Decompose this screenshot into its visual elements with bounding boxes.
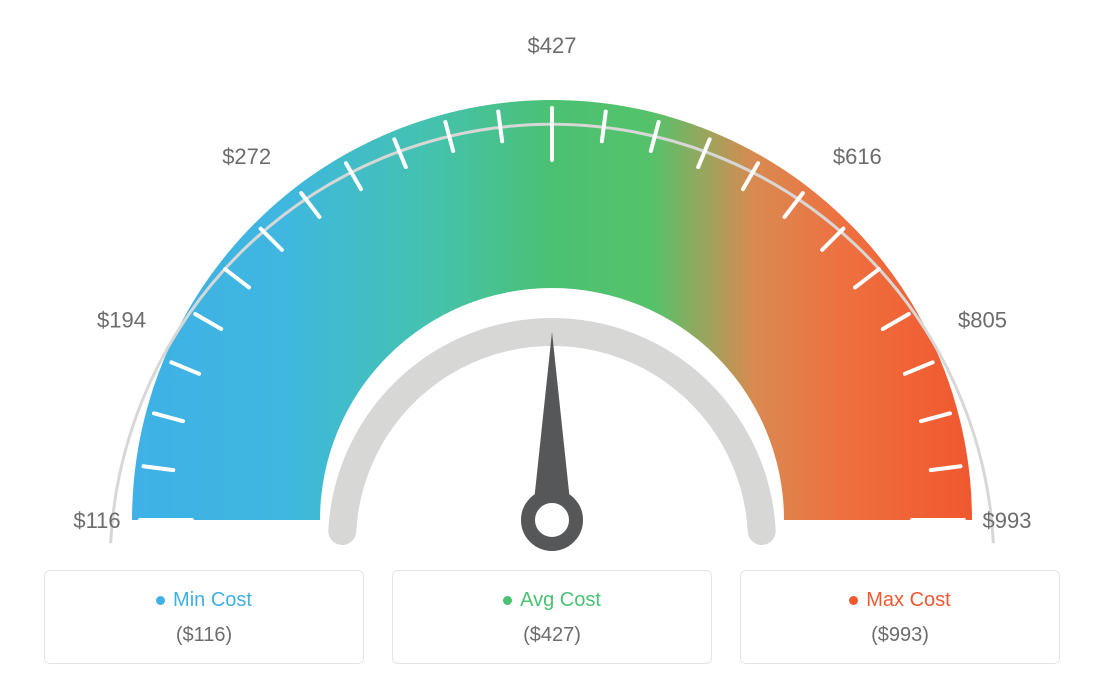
legend-dot-icon — [849, 596, 858, 605]
legend-card: Max Cost ($993) — [740, 570, 1060, 664]
legend-title-text: Avg Cost — [520, 589, 601, 612]
gauge-tick-label: $427 — [528, 33, 577, 58]
gauge-chart: $116 $194 $272 $427 $616 $805 $993 — [0, 0, 1104, 560]
legend-value: ($427) — [393, 624, 711, 647]
gauge-tick-label: $272 — [222, 144, 271, 169]
gauge-tick-label: $805 — [958, 307, 1007, 332]
legend-dot-icon — [156, 596, 165, 605]
legend-title: Max Cost — [849, 589, 950, 612]
gauge-svg: $116 $194 $272 $427 $616 $805 $993 — [0, 0, 1104, 560]
legend-title: Min Cost — [156, 589, 252, 612]
legend-row: Min Cost ($116) Avg Cost ($427) Max Cost ($99… — [0, 570, 1104, 664]
legend-title: Avg Cost — [503, 589, 601, 612]
gauge-tick-label: $116 — [73, 508, 120, 533]
legend-title-text: Min Cost — [173, 589, 252, 612]
legend-dot-icon — [503, 596, 512, 605]
legend-value: ($993) — [741, 624, 1059, 647]
legend-title-text: Max Cost — [866, 589, 950, 612]
legend-value: ($116) — [45, 624, 363, 647]
legend-card: Min Cost ($116) — [44, 570, 364, 664]
legend-card: Avg Cost ($427) — [392, 570, 712, 664]
gauge-tick-label: $194 — [97, 307, 146, 332]
gauge-tick-label: $993 — [983, 508, 1032, 533]
gauge-tick-label: $616 — [833, 144, 882, 169]
gauge-needle-hub — [528, 496, 576, 544]
